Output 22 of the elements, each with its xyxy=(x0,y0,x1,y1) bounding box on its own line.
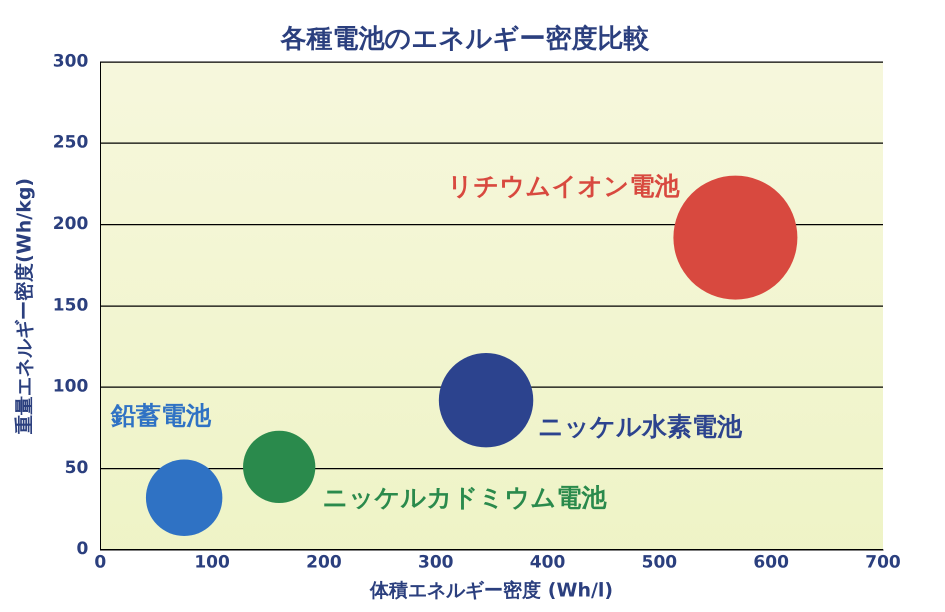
y-tick-label: 250 xyxy=(52,132,88,153)
y-tick-label: 100 xyxy=(52,376,88,397)
x-tick-label: 600 xyxy=(753,552,790,572)
series-label: リチウムイオン電池 xyxy=(448,172,681,201)
x-tick-label: 100 xyxy=(194,552,230,572)
chart-title: 各種電池のエネルギー密度比較 xyxy=(280,24,650,54)
x-tick-label: 0 xyxy=(94,552,106,572)
series-label: 鉛蓄電池 xyxy=(110,401,212,430)
x-tick-label: 700 xyxy=(865,552,901,572)
y-axis-title: 重量エネルギー密度(Wh/kg) xyxy=(13,178,36,435)
y-tick-label: 300 xyxy=(52,51,88,72)
y-tick-label: 50 xyxy=(64,458,88,478)
y-tick-label: 150 xyxy=(52,295,88,316)
x-tick-label: 200 xyxy=(306,552,342,572)
x-tick-label: 500 xyxy=(642,552,678,572)
x-tick-label: 400 xyxy=(530,552,566,572)
y-tick-label: 200 xyxy=(52,214,88,234)
series-label: ニッケルカドミウム電池 xyxy=(322,482,608,512)
x-axis-title: 体積エネルギー密度 (Wh/l) xyxy=(369,580,614,602)
y-tick-label: 0 xyxy=(76,539,88,560)
x-tick-label: 300 xyxy=(418,552,454,572)
series-label: ニッケル水素電池 xyxy=(538,412,743,442)
